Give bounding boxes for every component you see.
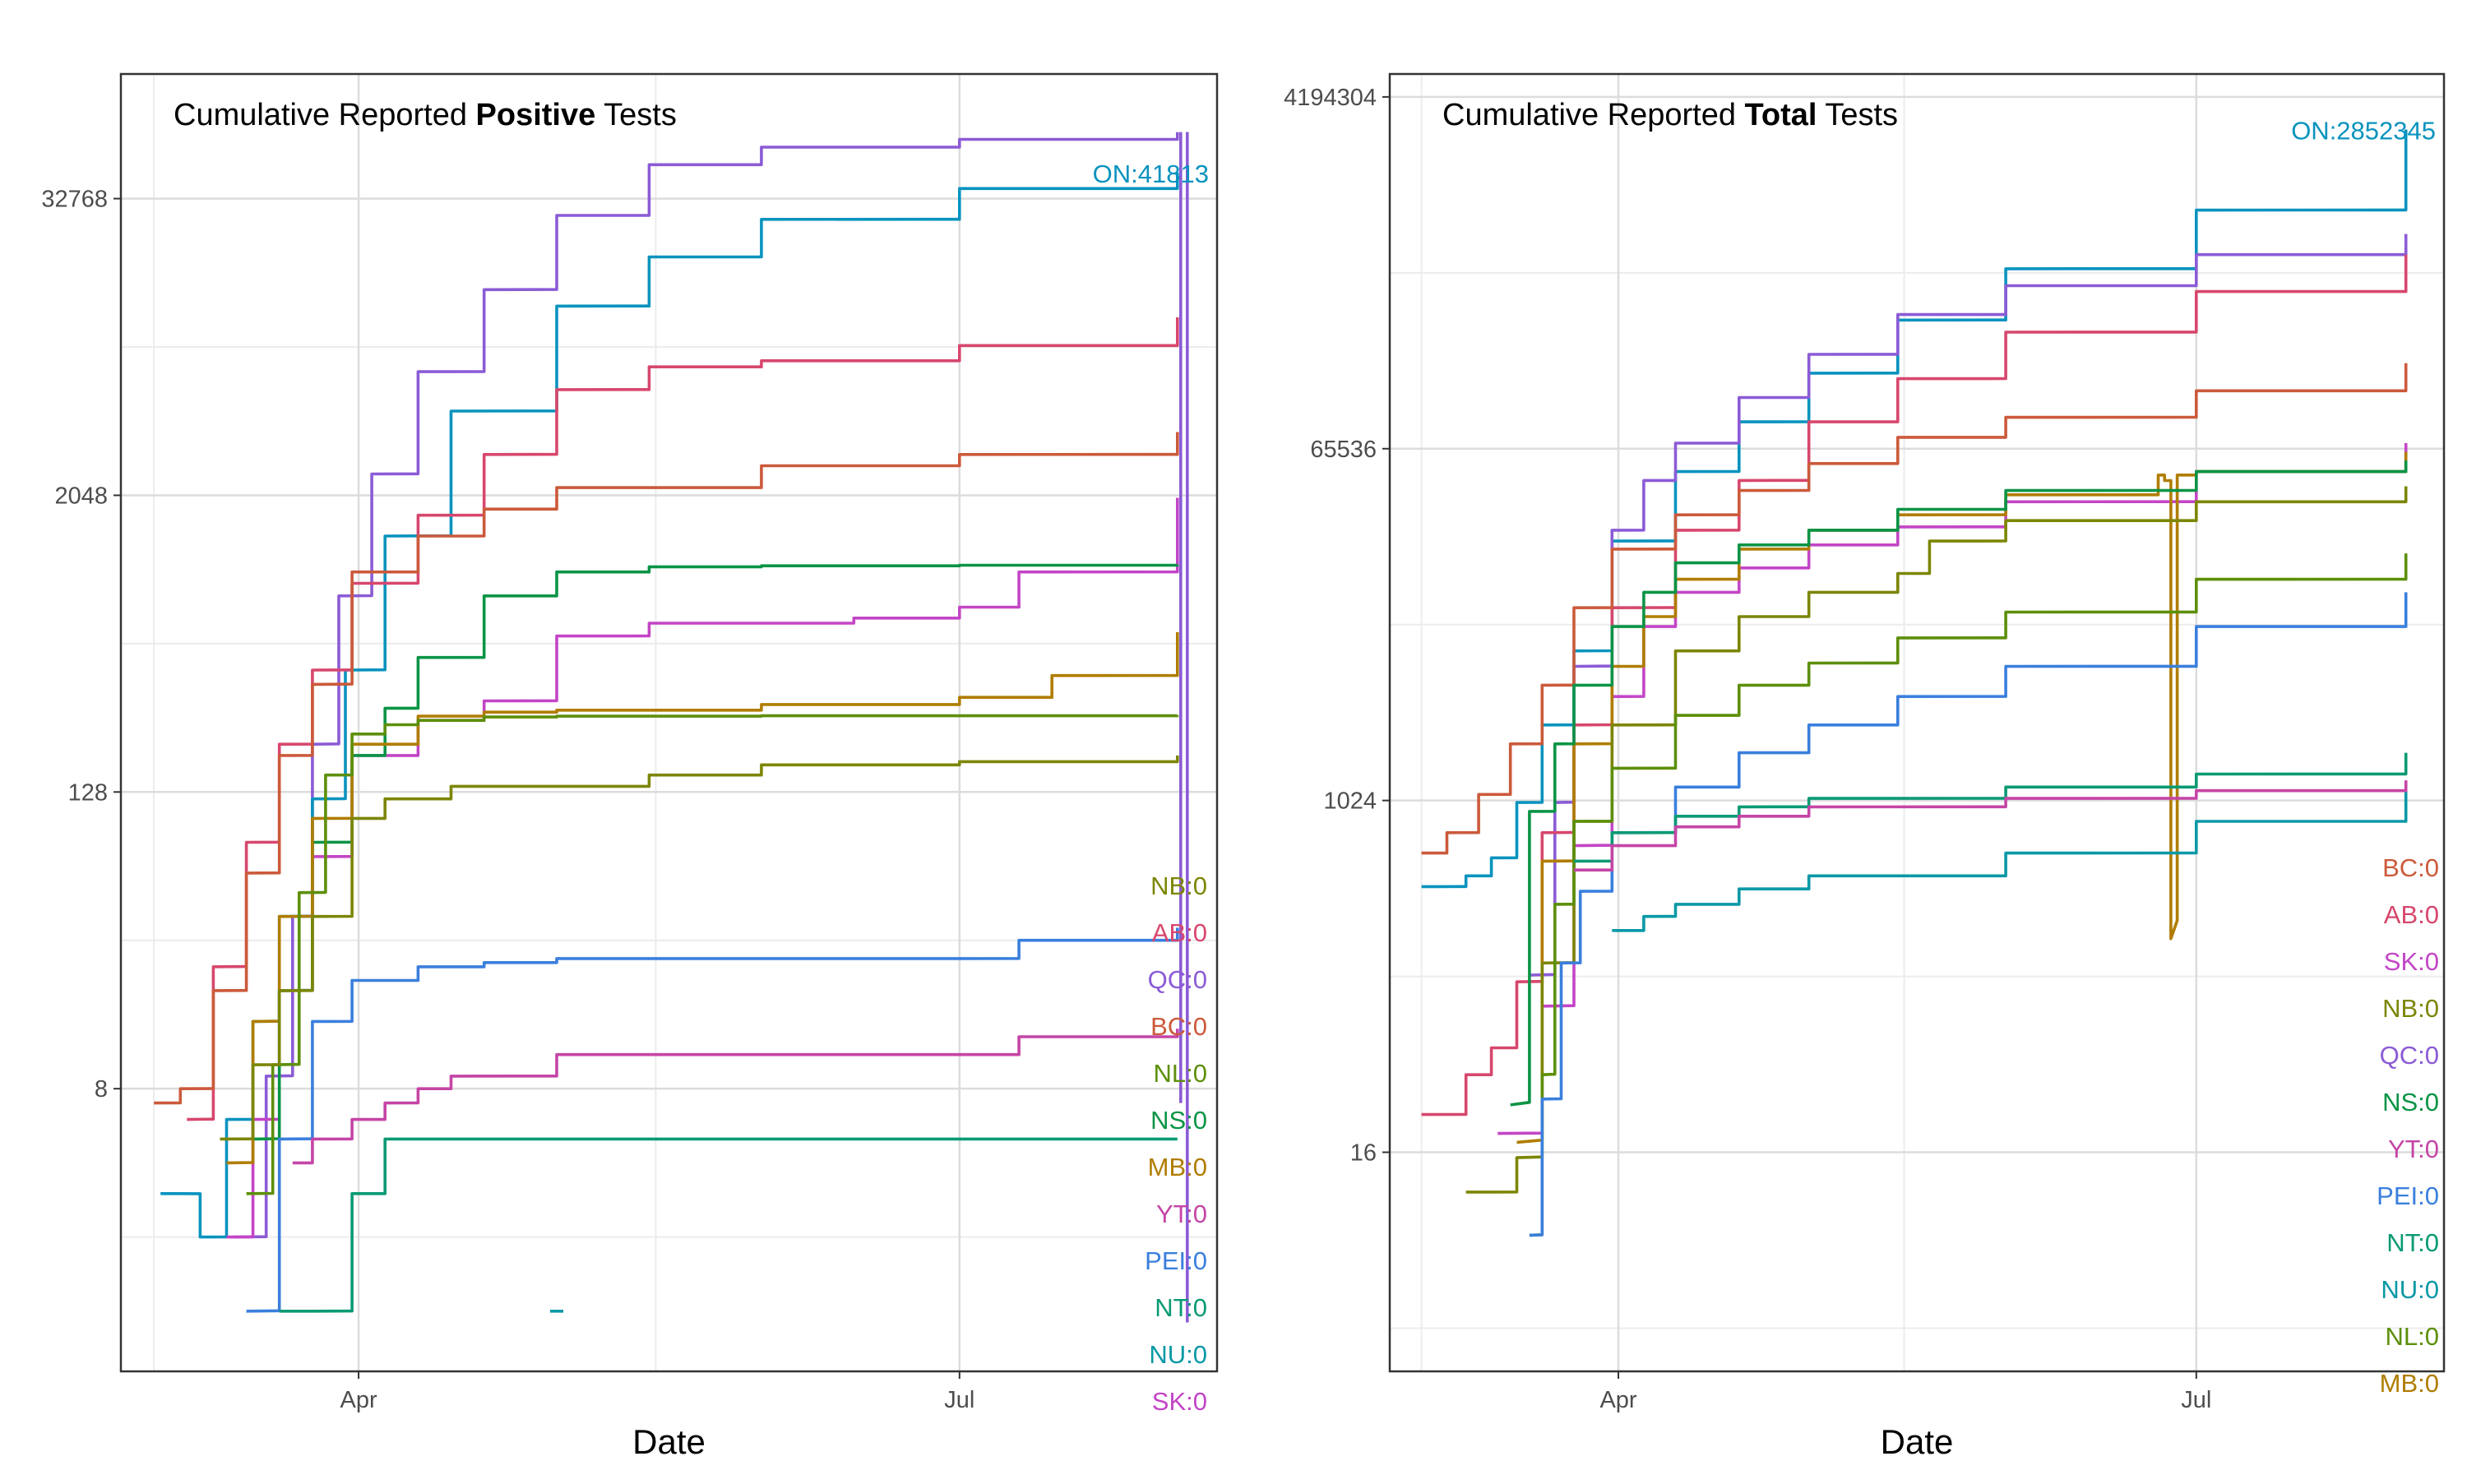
- end-label: BC:0: [1150, 1012, 1207, 1041]
- series-line-ns: [1510, 460, 2408, 1107]
- y-tick-label: 32768: [41, 187, 108, 213]
- y-tick-label: 8: [95, 1076, 108, 1103]
- chart-panel-1: 8 128 2048 32768 Apr Jul Cumulative Reported P…: [41, 72, 1219, 1461]
- end-label: YT:0: [2388, 1135, 2439, 1163]
- x-tick-label: Apr: [1599, 1387, 1636, 1413]
- series-line-nu: [1612, 790, 2408, 932]
- end-label: NL:0: [2386, 1322, 2439, 1351]
- end-label: MB:0: [2380, 1369, 2439, 1398]
- chart-title: Cumulative Reported Total Tests: [1442, 98, 1898, 132]
- series-line-pei: [1529, 592, 2408, 1237]
- chart-title-part: Tests: [1817, 98, 1898, 132]
- end-label: PEI:0: [1145, 1246, 1207, 1275]
- end-label: ON:2852345: [2291, 117, 2436, 146]
- series-line-nl: [246, 714, 1179, 1195]
- end-label: MB:0: [1148, 1153, 1207, 1181]
- end-label: NB:0: [1150, 871, 1207, 900]
- x-axis-label: Date: [632, 1422, 706, 1461]
- panel-border: [119, 72, 1219, 1373]
- end-label: NT:0: [2386, 1228, 2439, 1257]
- end-label: NT:0: [1155, 1293, 1207, 1322]
- series-line-mb: [226, 631, 1179, 1165]
- x-tick-label: Apr: [340, 1387, 377, 1413]
- series-line-qc: [233, 132, 1179, 1239]
- series-line-nl: [1529, 553, 2408, 1237]
- chart-title-part: Cumulative Reported: [1442, 98, 1745, 132]
- series-line-nt: [279, 1137, 1178, 1313]
- chart-panel-2: 16 1024 65536 4194304 Apr Jul Cumulative Repor…: [1284, 72, 2446, 1461]
- series-line-on: [160, 172, 1179, 1239]
- end-label: AB:0: [2384, 900, 2439, 929]
- chart-title-part: Positive: [476, 98, 596, 132]
- series-line-yt: [1574, 780, 2408, 871]
- end-label: BC:0: [2382, 853, 2439, 882]
- panel-border: [1388, 72, 2446, 1373]
- end-label: NU:0: [1149, 1340, 1207, 1369]
- end-label: SK:0: [2384, 947, 2439, 976]
- series-line-sk: [1497, 443, 2408, 1135]
- chart-title-part: Cumulative Reported: [174, 98, 476, 132]
- y-tick-label: 16: [1350, 1140, 1377, 1167]
- end-label: NS:0: [1150, 1106, 1207, 1135]
- x-axis-label: Date: [1881, 1422, 1954, 1461]
- series-line-bc: [1421, 363, 2408, 855]
- series-line-yt: [292, 1029, 1179, 1165]
- y-tick-label: 1024: [1323, 788, 1377, 815]
- y-tick-label: 128: [68, 779, 108, 806]
- end-label: ON:41813: [1093, 159, 1209, 188]
- end-label: NB:0: [2382, 994, 2439, 1023]
- end-label: SK:0: [1152, 1387, 1207, 1416]
- chart-title-part: Total: [1745, 98, 1817, 132]
- end-label: YT:0: [1156, 1200, 1207, 1228]
- series-line-bc: [154, 432, 1179, 1105]
- x-tick-label: Jul: [944, 1387, 974, 1413]
- series-line-nb: [1465, 486, 2408, 1194]
- x-tick-label: Jul: [2181, 1387, 2211, 1413]
- end-label: NS:0: [2382, 1088, 2439, 1116]
- series-line-nb: [220, 755, 1179, 1141]
- series-line-ab: [187, 317, 1179, 1121]
- chart-title: Cumulative Reported Positive Tests: [174, 98, 677, 132]
- series-line-sk: [226, 497, 1179, 1239]
- y-tick-label: 65536: [1310, 437, 1377, 463]
- y-tick-label: 2048: [54, 483, 108, 509]
- end-label: NL:0: [1154, 1059, 1207, 1088]
- y-tick-label: 4194304: [1284, 85, 1377, 111]
- end-label: NU:0: [2381, 1275, 2439, 1304]
- end-label: QC:0: [2380, 1041, 2439, 1070]
- end-label: PEI:0: [2377, 1181, 2439, 1210]
- end-label: QC:0: [1148, 965, 1207, 994]
- end-label: AB:0: [1152, 918, 1207, 947]
- series-line-qc: [1529, 233, 2408, 977]
- series-line-ns: [252, 563, 1179, 1141]
- chart-title-part: Tests: [595, 98, 677, 132]
